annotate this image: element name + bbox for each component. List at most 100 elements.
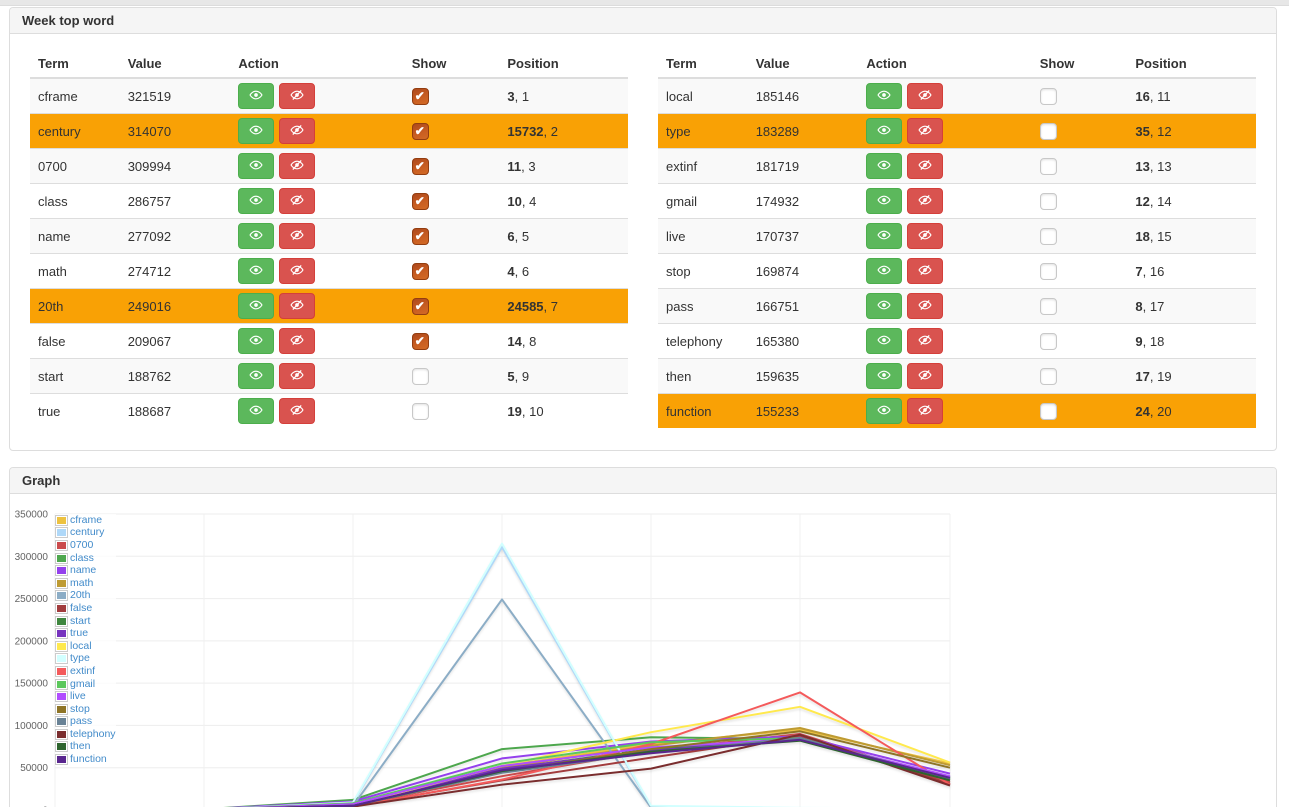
hide-button[interactable] xyxy=(907,328,944,354)
hide-button[interactable] xyxy=(279,398,316,424)
show-checkbox[interactable] xyxy=(1039,332,1057,350)
show-button[interactable] xyxy=(866,153,903,179)
position-cell: 1313 xyxy=(1127,148,1256,184)
show-checkbox[interactable] xyxy=(1039,192,1057,210)
hide-button[interactable] xyxy=(907,118,944,144)
term-cell: live xyxy=(658,218,748,254)
position-value: 17 xyxy=(1135,368,1150,384)
legend-label: then xyxy=(70,740,91,753)
show-checkbox[interactable] xyxy=(1039,87,1057,105)
action-cell xyxy=(230,77,404,114)
show-checkbox[interactable] xyxy=(1039,402,1057,420)
show-button[interactable] xyxy=(238,83,275,109)
hide-button[interactable] xyxy=(279,328,316,354)
show-button[interactable] xyxy=(866,293,903,319)
show-button[interactable] xyxy=(238,293,275,319)
hide-button[interactable] xyxy=(279,258,316,284)
hide-button[interactable] xyxy=(907,293,944,319)
hide-button[interactable] xyxy=(907,398,944,424)
hide-button[interactable] xyxy=(279,83,316,109)
value-cell: 155233 xyxy=(747,393,859,428)
eye-slash-icon xyxy=(290,370,304,380)
legend-label: gmail xyxy=(70,677,96,690)
show-checkbox[interactable] xyxy=(411,367,429,385)
hide-button[interactable] xyxy=(907,363,944,389)
show-button[interactable] xyxy=(866,398,903,424)
show-checkbox[interactable] xyxy=(1039,367,1057,385)
show-checkbox[interactable] xyxy=(411,227,429,245)
value-cell: 159635 xyxy=(747,358,859,394)
legend-label: math xyxy=(70,576,94,589)
action-cell xyxy=(230,253,404,289)
show-button[interactable] xyxy=(238,398,275,424)
position-value: 9 xyxy=(1135,333,1143,349)
show-checkbox[interactable] xyxy=(411,192,429,210)
position-value: 19 xyxy=(507,403,522,419)
show-button[interactable] xyxy=(238,118,275,144)
show-button[interactable] xyxy=(238,153,275,179)
legend-swatch xyxy=(55,552,68,564)
value-cell: 314070 xyxy=(119,113,231,149)
show-button[interactable] xyxy=(866,83,903,109)
action-cell xyxy=(858,148,1032,184)
show-button[interactable] xyxy=(866,328,903,354)
show-checkbox[interactable] xyxy=(1039,297,1057,315)
hide-button[interactable] xyxy=(907,223,944,249)
position-rank: 1 xyxy=(515,89,529,104)
show-button[interactable] xyxy=(238,363,275,389)
show-cell xyxy=(1031,218,1128,254)
position-rank: 4 xyxy=(522,194,536,209)
show-button[interactable] xyxy=(866,188,903,214)
hide-button[interactable] xyxy=(279,153,316,179)
position-rank: 12 xyxy=(1150,124,1172,139)
action-cell xyxy=(230,393,404,428)
position-value: 18 xyxy=(1135,228,1150,244)
eye-icon xyxy=(249,125,263,135)
show-checkbox[interactable] xyxy=(1039,122,1057,140)
show-button[interactable] xyxy=(238,328,275,354)
show-button[interactable] xyxy=(238,258,275,284)
show-button[interactable] xyxy=(238,188,275,214)
show-button[interactable] xyxy=(866,363,903,389)
show-button[interactable] xyxy=(866,258,903,284)
show-checkbox[interactable] xyxy=(411,332,429,350)
hide-button[interactable] xyxy=(907,153,944,179)
position-cell: 148 xyxy=(499,323,628,359)
show-checkbox[interactable] xyxy=(411,297,429,315)
eye-icon xyxy=(249,230,263,240)
show-checkbox[interactable] xyxy=(1039,262,1057,280)
value-cell: 321519 xyxy=(119,77,231,114)
show-button[interactable] xyxy=(866,223,903,249)
show-checkbox[interactable] xyxy=(411,402,429,420)
hide-button[interactable] xyxy=(907,83,944,109)
show-checkbox[interactable] xyxy=(1039,227,1057,245)
hide-button[interactable] xyxy=(279,188,316,214)
action-cell xyxy=(858,358,1032,394)
show-button[interactable] xyxy=(238,223,275,249)
show-cell xyxy=(403,148,500,184)
position-rank: 19 xyxy=(1150,369,1172,384)
legend-swatch xyxy=(55,539,68,551)
hide-button[interactable] xyxy=(279,118,316,144)
hide-button[interactable] xyxy=(907,188,944,214)
hide-button[interactable] xyxy=(907,258,944,284)
show-checkbox[interactable] xyxy=(411,87,429,105)
legend-swatch xyxy=(55,527,68,539)
show-checkbox[interactable] xyxy=(411,157,429,175)
position-value: 14 xyxy=(507,333,522,349)
show-button[interactable] xyxy=(866,118,903,144)
show-checkbox[interactable] xyxy=(411,262,429,280)
show-checkbox[interactable] xyxy=(1039,157,1057,175)
show-checkbox[interactable] xyxy=(411,122,429,140)
legend-item: century xyxy=(55,527,116,540)
position-value: 16 xyxy=(1135,88,1150,104)
eye-slash-icon xyxy=(918,300,932,310)
eye-slash-icon xyxy=(290,230,304,240)
hide-button[interactable] xyxy=(279,363,316,389)
position-value: 5 xyxy=(507,368,515,384)
hide-button[interactable] xyxy=(279,293,316,319)
hide-button[interactable] xyxy=(279,223,316,249)
